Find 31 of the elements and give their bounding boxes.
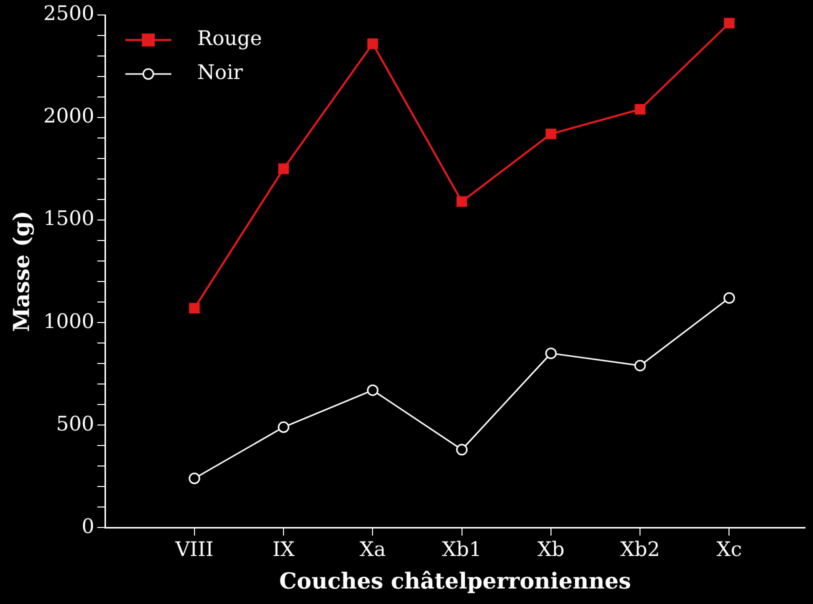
point <box>723 292 735 304</box>
point <box>545 348 557 360</box>
point <box>456 444 468 456</box>
legend-label: Rouge <box>197 26 262 50</box>
x-tick-label: Xc <box>716 536 742 561</box>
y-tick-label: 2000 <box>43 104 94 128</box>
x-tick-label: IX <box>272 536 296 561</box>
point <box>634 360 646 372</box>
x-tick-label: Xb1 <box>442 536 482 561</box>
y-axis-title: Masse (g) <box>8 210 35 332</box>
point <box>366 384 378 396</box>
point <box>189 302 200 314</box>
legend-label: Noir <box>197 60 244 84</box>
x-axis-title: Couches châtelperroniennes <box>279 568 632 595</box>
point <box>456 196 468 207</box>
point <box>634 104 646 115</box>
point <box>724 18 735 29</box>
x-tick-label: VIII <box>174 536 214 561</box>
y-tick-label: 1000 <box>43 308 94 333</box>
point <box>278 421 290 433</box>
y-tick-label: 500 <box>56 411 94 436</box>
x-tick-label: Xb <box>537 536 564 561</box>
point <box>188 472 200 484</box>
y-tick-label: 1500 <box>43 206 94 230</box>
point <box>546 128 556 140</box>
point <box>367 38 378 50</box>
y-tick-label: 2500 <box>43 1 94 26</box>
x-tick-label: Xb2 <box>620 536 660 561</box>
y-tick-label: 0 <box>82 514 94 538</box>
point <box>278 163 289 174</box>
x-tick-label: Xa <box>360 536 386 561</box>
